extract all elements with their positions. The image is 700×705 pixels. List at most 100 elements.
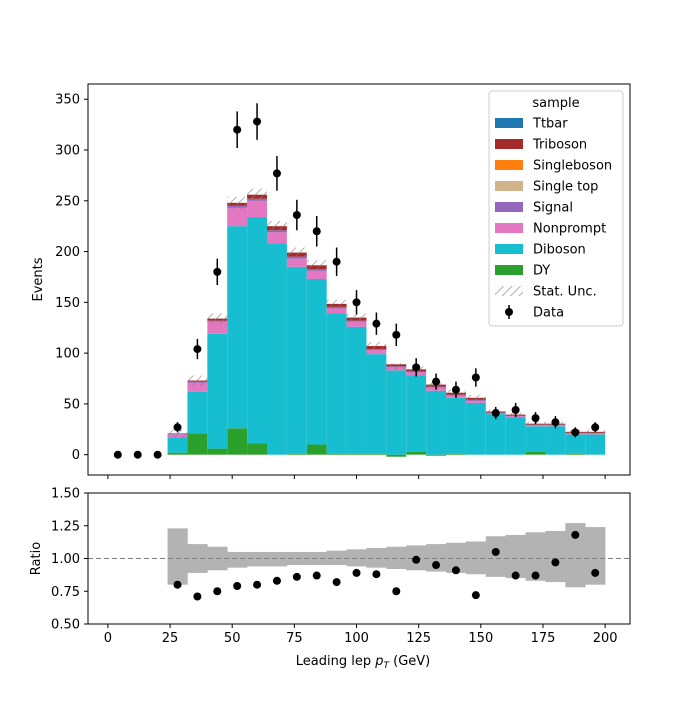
- bar-diboson: [426, 390, 447, 455]
- x-tick-label: 125: [406, 631, 431, 646]
- stat-unc-band: [326, 299, 347, 308]
- legend-swatch-dy: [495, 265, 523, 275]
- data-point: [213, 267, 222, 276]
- bar-diboson: [525, 426, 546, 452]
- ratio-point: [412, 555, 421, 564]
- ratio-point: [471, 591, 480, 600]
- bar-diboson: [346, 326, 367, 454]
- main-frame: [87, 83, 631, 476]
- y-tick-label: 350: [55, 93, 80, 108]
- data-point: [173, 423, 182, 432]
- ratio-point: [372, 570, 381, 579]
- bar-nonprompt: [227, 207, 248, 227]
- data-point: [253, 117, 262, 126]
- bar-diboson: [505, 417, 526, 455]
- ratio-point: [352, 568, 361, 577]
- ratio-unc-band: [545, 530, 566, 583]
- bar-dy: [565, 453, 586, 455]
- legend-label-diboson: Diboson: [533, 243, 586, 258]
- ratio-unc-band: [465, 541, 487, 575]
- data-point: [491, 409, 500, 418]
- bar-dy: [386, 454, 407, 457]
- legend-swatch-singleboson: [495, 160, 523, 170]
- ratio-unc-band: [386, 546, 407, 569]
- bar-diboson: [446, 397, 466, 454]
- data-point: [551, 418, 560, 427]
- bar-diboson: [585, 434, 606, 455]
- bar-nonprompt: [346, 321, 367, 327]
- ratio-point: [292, 572, 301, 581]
- ratio-point: [332, 578, 341, 587]
- bar-diboson: [485, 414, 506, 455]
- legend-title: sample: [532, 96, 579, 111]
- ratio-point: [392, 587, 401, 596]
- bar-dy: [446, 453, 466, 455]
- data-point: [332, 257, 341, 266]
- legend-swatch-single-top: [495, 181, 523, 191]
- ratio-point: [451, 566, 460, 575]
- y-tick-label: 150: [55, 296, 80, 311]
- legend: sample Ttbar Triboson Singleboson Single top…: [488, 90, 624, 327]
- bar-diboson: [545, 426, 566, 455]
- legend-swatch-stat-unc-: [495, 286, 523, 296]
- stat-unc-band: [366, 341, 387, 351]
- ratio-y-tick-label: 0.50: [51, 618, 80, 633]
- stat-unc-band: [286, 247, 307, 258]
- bar-diboson: [207, 333, 228, 449]
- stat-unc-band: [346, 313, 367, 322]
- bar-nonprompt: [326, 308, 347, 314]
- data-point: [133, 450, 142, 459]
- ratio-unc-band: [167, 528, 188, 585]
- bar-diboson: [406, 375, 427, 452]
- ratio-unc-band: [565, 523, 586, 588]
- y-tick-label: 100: [55, 347, 80, 362]
- ratio-point: [253, 580, 262, 589]
- bar-nonprompt: [286, 258, 307, 267]
- bar-nonprompt: [267, 232, 287, 244]
- data-point: [432, 377, 441, 386]
- bar-nonprompt: [247, 200, 268, 218]
- ratio-unc-band: [485, 536, 506, 577]
- data-point: [193, 345, 202, 354]
- ratio-unc-band: [585, 527, 606, 585]
- bar-dy: [227, 428, 248, 455]
- bar-diboson: [227, 226, 248, 429]
- y-tick-label: 200: [55, 245, 80, 260]
- stat-unc-band: [187, 375, 208, 386]
- ratio-point: [272, 576, 281, 585]
- data-point: [511, 406, 520, 415]
- stat-unc-band: [306, 260, 327, 271]
- ratio-point: [312, 571, 321, 580]
- main-panel: 0 50 100 150 200 250 300 350 Events: [31, 83, 631, 479]
- legend-swatch-data: [505, 308, 513, 316]
- bar-nonprompt: [187, 382, 208, 392]
- stat-unc-band: [465, 394, 486, 401]
- bar-diboson: [366, 354, 387, 454]
- data-point: [531, 414, 540, 423]
- ratio-y-tick-label: 1.25: [51, 519, 80, 534]
- bar-diboson: [465, 402, 486, 455]
- bar-diboson: [187, 391, 208, 434]
- ratio-point: [531, 571, 540, 580]
- ratio-point: [551, 558, 560, 567]
- bar-nonprompt: [207, 321, 228, 334]
- ratio-point: [193, 592, 202, 601]
- y-tick-label: 250: [55, 194, 80, 209]
- x-tick-label: 175: [531, 631, 556, 646]
- bar-dy: [306, 444, 327, 455]
- ratio-point: [233, 582, 242, 591]
- x-axis-label: Leading lep pT (GeV): [296, 654, 430, 671]
- data-point: [451, 385, 460, 394]
- ratio-unc-band: [326, 550, 347, 566]
- ratio-point: [213, 587, 222, 596]
- ratio-point: [491, 547, 500, 556]
- stat-unc-band: [227, 196, 248, 209]
- bar-nonprompt: [306, 270, 327, 279]
- data-point: [352, 298, 361, 307]
- ratio-point: [511, 571, 520, 580]
- legend-swatch-nonprompt: [495, 223, 523, 233]
- bar-nonprompt: [366, 350, 387, 355]
- bar-dy: [426, 454, 447, 456]
